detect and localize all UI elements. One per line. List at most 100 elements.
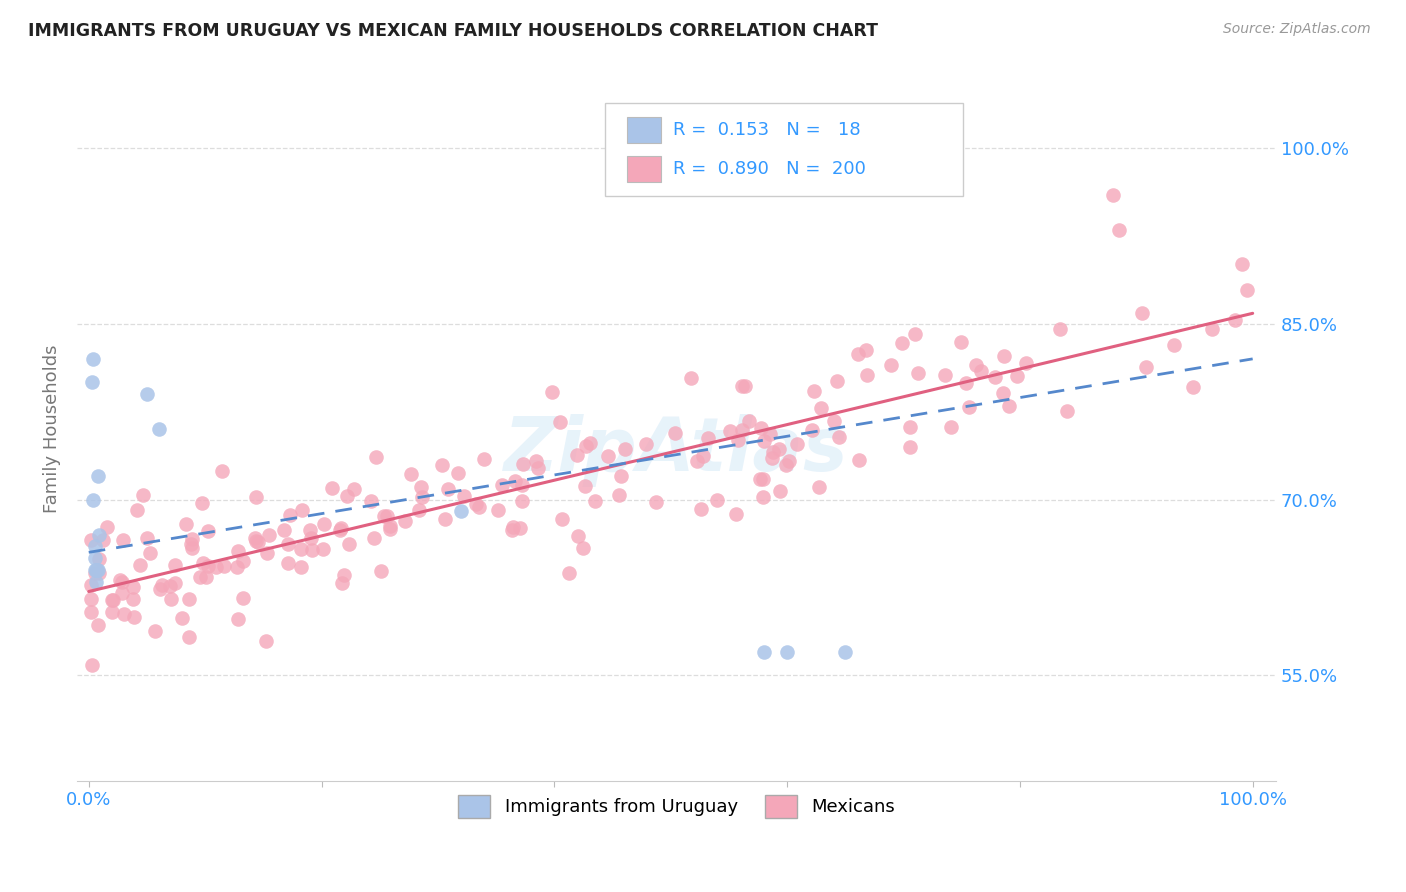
Point	[188, 570, 211, 584]
Point	[84, 563, 107, 577]
Point	[191, 496, 214, 510]
Point	[411, 491, 433, 505]
Text: ZipAtlas: ZipAtlas	[505, 414, 849, 487]
Point	[299, 532, 322, 546]
Point	[752, 645, 775, 659]
Point	[572, 541, 595, 556]
Point	[983, 369, 1005, 384]
Point	[550, 512, 572, 526]
Point	[87, 563, 110, 577]
Point	[333, 568, 356, 582]
Point	[855, 368, 877, 382]
Point	[447, 466, 470, 480]
Point	[955, 376, 977, 390]
Point	[558, 566, 581, 581]
Point	[277, 556, 299, 570]
Point	[138, 546, 160, 560]
Point	[614, 442, 637, 456]
Point	[165, 558, 187, 573]
Point	[754, 434, 776, 448]
Point	[277, 537, 299, 551]
Point	[311, 542, 333, 557]
Point	[453, 489, 475, 503]
Point	[256, 545, 278, 559]
Point	[135, 531, 157, 545]
Point	[363, 531, 385, 545]
Point	[891, 336, 914, 351]
Point	[696, 431, 718, 445]
Point	[89, 566, 111, 581]
Point	[574, 479, 596, 493]
Point	[510, 478, 533, 492]
Point	[122, 580, 145, 594]
Point	[752, 471, 775, 485]
Point	[257, 528, 280, 542]
Point	[108, 573, 131, 587]
Point	[1108, 223, 1130, 237]
Point	[939, 419, 962, 434]
Point	[125, 503, 148, 517]
Point	[486, 503, 509, 517]
Point	[80, 591, 103, 606]
Point	[727, 433, 749, 447]
Point	[749, 421, 772, 435]
Point	[1181, 380, 1204, 394]
Point	[247, 535, 270, 549]
Point	[548, 415, 571, 429]
Point	[83, 566, 105, 581]
Point	[1049, 321, 1071, 335]
Point	[86, 563, 108, 577]
Point	[180, 532, 202, 546]
Point	[301, 543, 323, 558]
Text: R =  0.153   N =   18: R = 0.153 N = 18	[673, 121, 860, 139]
Point	[291, 503, 314, 517]
Point	[468, 500, 491, 515]
Point	[786, 437, 808, 451]
Point	[163, 575, 186, 590]
Point	[1007, 369, 1029, 384]
Point	[834, 645, 856, 659]
Point	[759, 427, 782, 442]
Point	[132, 488, 155, 502]
Point	[273, 523, 295, 537]
Point	[87, 551, 110, 566]
Point	[100, 606, 122, 620]
Point	[380, 522, 402, 536]
Point	[226, 612, 249, 626]
Point	[692, 449, 714, 463]
Point	[565, 448, 588, 462]
Point	[197, 558, 219, 573]
Point	[96, 520, 118, 534]
Point	[330, 521, 353, 535]
Point	[1236, 284, 1258, 298]
Point	[969, 364, 991, 378]
Point	[409, 480, 432, 494]
Point	[87, 469, 110, 483]
Point	[993, 386, 1015, 401]
Point	[82, 657, 104, 672]
Text: Source: ZipAtlas.com: Source: ZipAtlas.com	[1223, 22, 1371, 37]
Point	[1135, 359, 1157, 374]
Point	[111, 574, 134, 589]
Point	[609, 469, 631, 483]
Point	[706, 492, 728, 507]
Point	[366, 450, 388, 465]
Point	[776, 645, 799, 659]
Point	[290, 559, 312, 574]
Point	[800, 423, 823, 437]
Point	[1015, 356, 1038, 370]
Point	[731, 378, 754, 392]
Text: R =  0.890   N =  200: R = 0.890 N = 200	[673, 160, 866, 178]
Point	[149, 582, 172, 597]
Point	[128, 558, 150, 572]
Point	[177, 592, 200, 607]
Point	[855, 343, 877, 357]
Point	[509, 521, 531, 535]
Point	[89, 527, 111, 541]
Point	[607, 488, 630, 502]
Point	[83, 551, 105, 566]
Point	[83, 540, 105, 554]
Point	[880, 358, 903, 372]
Point	[245, 490, 267, 504]
Point	[823, 414, 845, 428]
